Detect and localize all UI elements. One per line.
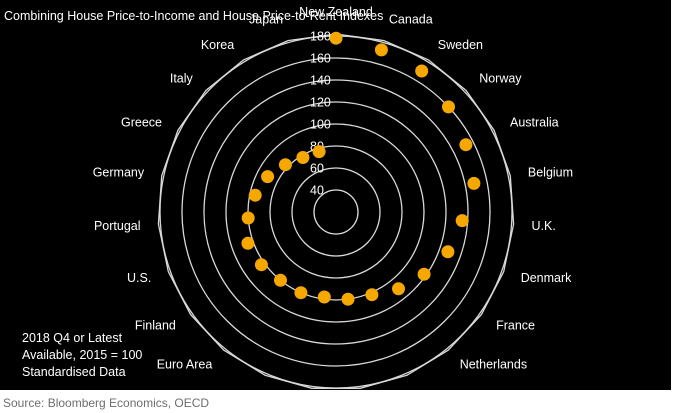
category-label: Portugal — [94, 219, 141, 233]
category-label: New Zealand — [299, 5, 373, 19]
data-point-norway — [442, 100, 455, 114]
data-point-italy — [278, 158, 292, 172]
data-point-netherlands — [392, 282, 405, 296]
data-point-ireland — [317, 290, 331, 304]
data-point-canada — [374, 43, 388, 57]
data-point-new-zealand — [329, 31, 343, 45]
data-point-u-s — [241, 236, 255, 250]
category-label: Germany — [93, 166, 145, 180]
chart-title: Combining House Price-to-Income and Hous… — [4, 9, 384, 23]
category-label: Denmark — [521, 271, 572, 285]
data-point-belgium — [467, 176, 481, 190]
note-line-1: 2018 Q4 or Latest — [22, 331, 123, 345]
grid-ring-100 — [247, 123, 425, 301]
category-label: Sweden — [438, 38, 483, 52]
grid-ring-140 — [203, 79, 469, 345]
grid-ring-60 — [291, 167, 381, 257]
data-point-greece — [261, 170, 275, 184]
category-label: Japan — [249, 12, 283, 26]
radial-tick-label: 160 — [310, 52, 331, 66]
data-point-korea — [296, 151, 310, 164]
data-point-australia — [459, 138, 473, 152]
category-label: Australia — [510, 115, 559, 129]
data-point-euro-area — [274, 273, 287, 287]
category-label: France — [496, 319, 535, 333]
radial-tick-label: 100 — [310, 118, 331, 132]
data-point-u-k — [455, 214, 469, 228]
data-point-sweden — [415, 64, 429, 78]
chart-note: 2018 Q4 or Latest Available, 2015 = 100 … — [22, 330, 142, 381]
category-label: Italy — [170, 72, 194, 86]
category-label: Canada — [389, 12, 433, 26]
chart-panel: Combining House Price-to-Income and Hous… — [0, 0, 671, 390]
note-line-3: Standardised Data — [22, 365, 126, 379]
radial-tick-label: 140 — [310, 74, 331, 88]
grid-ring-80 — [269, 145, 403, 279]
data-point-austria — [341, 292, 355, 306]
source-caption: Source: Bloomberg Economics, OECD — [3, 396, 210, 410]
data-point-france — [417, 267, 431, 281]
data-point-portugal — [241, 211, 255, 225]
radial-tick-label: 40 — [310, 184, 324, 198]
radial-tick-label: 180 — [310, 30, 331, 44]
radial-tick-label: 120 — [310, 96, 331, 110]
category-label: Greece — [121, 115, 162, 129]
grid-ring-160 — [181, 57, 491, 367]
category-label: Norway — [479, 72, 522, 86]
category-label: Korea — [201, 38, 234, 52]
data-point-japan — [312, 145, 326, 159]
category-label: U.S. — [127, 271, 151, 285]
category-label: U.K. — [532, 219, 556, 233]
grid-ring-40 — [313, 189, 359, 235]
data-point-finland — [254, 258, 268, 272]
category-label: Finland — [135, 319, 176, 333]
category-label: Euro Area — [157, 358, 213, 372]
data-point-switzerland — [294, 286, 308, 300]
category-label: Belgium — [528, 166, 573, 180]
data-point-germany — [248, 188, 262, 202]
data-point-denmark — [441, 245, 455, 259]
radar-chart: 406080100120140160180New ZealandCanadaSw… — [93, 5, 573, 390]
note-line-2: Available, 2015 = 100 — [22, 348, 143, 362]
grid-ring-180 — [159, 35, 513, 389]
outer-polygon-frame — [157, 33, 515, 389]
data-point-spain — [365, 288, 379, 302]
category-label: Netherlands — [460, 358, 527, 372]
radial-tick-label: 60 — [310, 162, 324, 176]
grid-ring-120 — [225, 101, 447, 323]
